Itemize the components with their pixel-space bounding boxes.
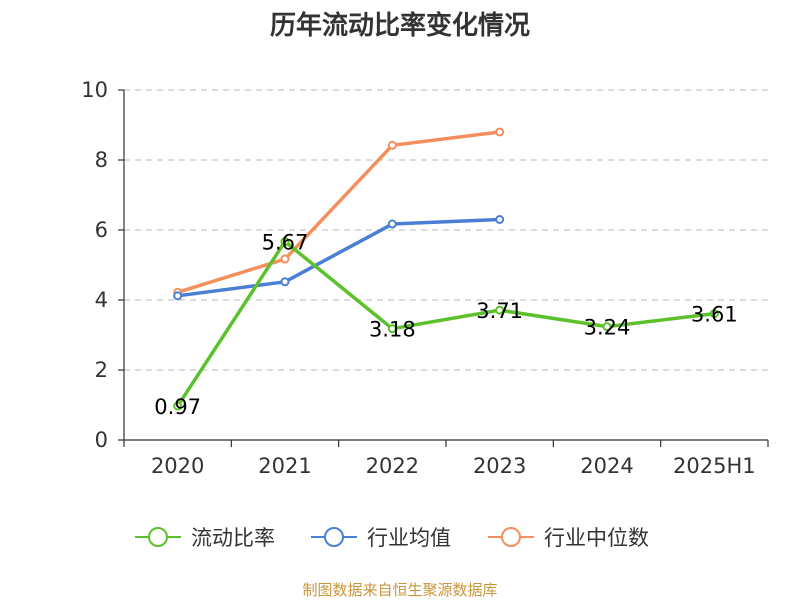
series-line-1 — [175, 217, 502, 298]
x-tick-label: 2023 — [473, 454, 526, 478]
y-tick-label: 0 — [95, 428, 108, 452]
data-point-0 — [602, 322, 612, 332]
x-tick-label: 2020 — [151, 454, 204, 478]
data-label: 5.67 — [262, 231, 309, 255]
data-point-0 — [280, 237, 290, 247]
data-labels: 0.97 5.67 3.18 3.71 3.24 3.61 — [154, 231, 737, 419]
x-tick-label: 2022 — [366, 454, 419, 478]
data-label: 0.97 — [154, 395, 201, 419]
legend-marker — [324, 527, 344, 547]
x-tick-label: 2021 — [258, 454, 311, 478]
chart-title: 历年流动比率变化情况 — [270, 10, 530, 41]
legend-marker — [501, 527, 521, 547]
data-point-0 — [387, 324, 397, 334]
data-point-1 — [495, 215, 505, 224]
y-tick-label: 10 — [81, 78, 108, 102]
legend-marker — [148, 527, 168, 547]
data-point-0 — [173, 401, 183, 411]
data-point-2 — [495, 127, 505, 137]
data-point-0 — [495, 305, 505, 315]
source-note: 制图数据来自恒生聚源数据库 — [302, 581, 497, 599]
data-point-2 — [280, 254, 290, 264]
x-tick-label: 2024 — [580, 454, 633, 478]
data-point-0 — [709, 309, 719, 319]
y-tick-label: 8 — [95, 148, 108, 172]
data-point-1 — [173, 291, 183, 301]
legend-label: 流动比率 — [191, 526, 275, 550]
series-line-0 — [175, 239, 717, 408]
data-label: 3.61 — [691, 303, 738, 327]
legend-label: 行业均值 — [367, 526, 451, 550]
y-tick-label: 6 — [95, 218, 108, 242]
data-label: 3.71 — [476, 299, 523, 323]
y-tick-label: 4 — [95, 288, 108, 312]
series — [173, 127, 719, 411]
data-point-1 — [280, 277, 290, 287]
data-point-2 — [387, 140, 397, 150]
grid — [124, 89, 768, 371]
legend: 流动比率 行业均值 行业中位数 — [135, 526, 649, 550]
x-tick-label: 2025H1 — [673, 454, 756, 478]
data-point-1 — [387, 219, 397, 229]
y-tick-label: 2 — [95, 358, 108, 382]
data-label: 3.24 — [584, 316, 631, 340]
legend-label: 行业中位数 — [544, 526, 649, 550]
series-line-2 — [175, 130, 502, 295]
data-label: 3.18 — [369, 318, 416, 342]
axes: 0 2 4 6 8 10 2020 2021 2022 2023 2024 2025H1 — [81, 78, 769, 478]
